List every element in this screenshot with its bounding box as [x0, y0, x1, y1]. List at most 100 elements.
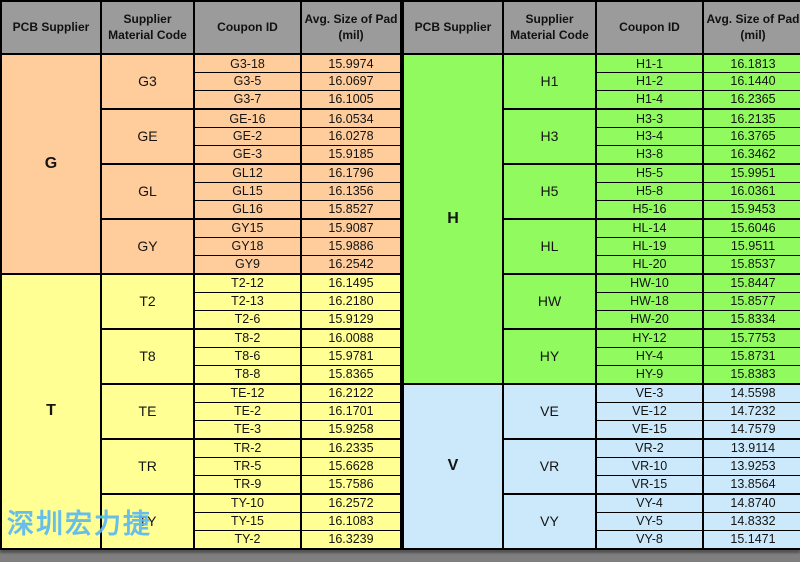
- material-code-cell-HY: HY: [502, 327, 597, 385]
- table-row: VR VR-2 13.9114: [403, 437, 800, 495]
- coupon-id-cell: VY-8: [595, 529, 704, 550]
- table-row: H H1 H1-1 16.1813: [402, 53, 800, 385]
- material-code-cell-T2: T2: [100, 272, 195, 330]
- pad-size-cell: 15.9886: [300, 236, 402, 256]
- coupon-id-cell: TY-15: [193, 511, 302, 531]
- table-row: V VE VE-3 14.5598: [402, 382, 800, 550]
- material-code-cell-GE: GE: [100, 107, 195, 165]
- coupon-id-cell: HY-4: [595, 346, 704, 366]
- coupon-id-cell: TR-2: [193, 437, 302, 458]
- coupon-id-cell: GE-16: [193, 108, 302, 129]
- pad-size-cell: 14.8740: [702, 492, 800, 513]
- coupon-id-cell: HL-19: [595, 236, 704, 256]
- supplier-cell-V: V: [402, 382, 504, 550]
- coupon-id-cell: H5-5: [595, 162, 704, 183]
- header-supplier-material-code: Supplier Material Code: [502, 0, 597, 55]
- table-row: TR TR-2 16.2335: [1, 437, 402, 495]
- pad-size-cell: 14.7232: [702, 401, 800, 421]
- coupon-id-cell: T8-8: [193, 364, 302, 385]
- supplier-table-left: PCB Supplier Supplier Material Code Coupon …: [0, 0, 402, 550]
- coupon-id-cell: GL15: [193, 182, 302, 201]
- coupon-id-cell: T2-13: [193, 291, 302, 311]
- coupon-id-cell: T8-2: [193, 327, 302, 348]
- material-code-cell-H5: H5: [502, 162, 597, 220]
- coupon-id-cell: TY-2: [193, 529, 302, 550]
- coupon-id-cell: GL12: [193, 162, 302, 183]
- coupon-id-cell: VR-15: [595, 474, 704, 495]
- table-row: GL GL12 16.1796: [1, 162, 402, 220]
- pad-size-cell: 15.8731: [702, 346, 800, 366]
- coupon-id-cell: H5-8: [595, 182, 704, 201]
- pad-size-cell: 15.8537: [702, 254, 800, 275]
- header-avg-size-of-pad: Avg. Size of Pad (mil): [702, 0, 800, 55]
- coupon-id-cell: HW-20: [595, 309, 704, 330]
- pad-size-cell: 16.1083: [300, 511, 402, 531]
- pad-size-cell: 14.8332: [702, 511, 800, 531]
- table-row: T T2 T2-12 16.1495: [0, 272, 402, 550]
- coupon-id-cell: VY-4: [595, 492, 704, 513]
- pad-size-cell: 16.1440: [702, 72, 800, 91]
- tables-wrapper: PCB Supplier Supplier Material Code Coupon …: [0, 0, 800, 550]
- pad-size-cell: 16.3765: [702, 127, 800, 146]
- pad-size-cell: 15.9453: [702, 199, 800, 220]
- table-row: T2-13 16.2180: [1, 291, 402, 311]
- table-row: G G3 G3-18 15.9974: [0, 53, 402, 275]
- header-supplier-material-code: Supplier Material Code: [100, 0, 195, 55]
- header-avg-size-of-pad: Avg. Size of Pad (mil): [300, 0, 402, 55]
- header-pcb-supplier: PCB Supplier: [0, 0, 102, 55]
- pad-size-cell: 13.9114: [702, 437, 800, 458]
- pad-size-cell: 15.8447: [702, 272, 800, 293]
- material-code-cell-GY: GY: [100, 217, 195, 275]
- header-coupon-id: Coupon ID: [595, 0, 704, 55]
- pad-size-cell: 14.7579: [702, 419, 800, 440]
- pad-size-cell: 13.8564: [702, 474, 800, 495]
- header-coupon-id: Coupon ID: [193, 0, 302, 55]
- pad-size-cell: 16.2180: [300, 291, 402, 311]
- table-row: GL16 15.8527: [1, 199, 402, 220]
- coupon-id-cell: VE-3: [595, 382, 704, 403]
- pad-size-cell: 16.1796: [300, 162, 402, 183]
- pad-size-cell: 16.2365: [702, 89, 800, 110]
- pad-size-cell: 15.7586: [300, 474, 402, 495]
- table-row: H5 H5-5 15.9951: [403, 162, 800, 220]
- pad-size-cell: 16.1005: [300, 89, 402, 110]
- material-code-cell-VE: VE: [502, 382, 597, 440]
- coupon-id-cell: VE-15: [595, 419, 704, 440]
- material-code-cell-TY: TY: [100, 492, 195, 550]
- coupon-id-cell: GL16: [193, 199, 302, 220]
- coupon-id-cell: HY-9: [595, 364, 704, 385]
- table-row: TY TY-10 16.2572: [1, 492, 402, 550]
- pad-size-cell: 15.9511: [702, 236, 800, 256]
- supplier-cell-H: H: [402, 53, 504, 385]
- pad-size-cell: 16.2335: [300, 437, 402, 458]
- pad-size-cell: 16.0697: [300, 72, 402, 91]
- material-code-cell-TR: TR: [100, 437, 195, 495]
- table-row: VY-5 14.8332: [403, 511, 800, 531]
- pad-size-cell: 16.1701: [300, 401, 402, 421]
- coupon-id-cell: TR-9: [193, 474, 302, 495]
- coupon-id-cell: TE-3: [193, 419, 302, 440]
- coupon-id-cell: TR-5: [193, 456, 302, 476]
- supplier-table-right: PCB Supplier Supplier Material Code Coupon …: [402, 0, 800, 550]
- pad-size-cell: 15.9974: [300, 53, 402, 74]
- coupon-id-cell: GY15: [193, 217, 302, 238]
- pad-size-cell: 15.9951: [702, 162, 800, 183]
- pad-size-cell: 16.1356: [300, 182, 402, 201]
- pad-size-cell: 15.8527: [300, 199, 402, 220]
- material-code-cell-H1: H1: [502, 53, 597, 110]
- pad-size-cell: 15.9087: [300, 217, 402, 238]
- table-row: VY VY-4 14.8740: [403, 492, 800, 550]
- coupon-id-cell: HL-14: [595, 217, 704, 238]
- coupon-id-cell: G3-5: [193, 72, 302, 91]
- coupon-id-cell: HL-20: [595, 254, 704, 275]
- pad-size-cell: 16.1813: [702, 53, 800, 74]
- coupon-id-cell: HW-18: [595, 291, 704, 311]
- coupon-id-cell: HY-12: [595, 327, 704, 348]
- supplier-cell-T: T: [0, 272, 102, 550]
- pad-size-cell: 15.9258: [300, 419, 402, 440]
- coupon-id-cell: T2-6: [193, 309, 302, 330]
- pad-size-cell: 15.8334: [702, 309, 800, 330]
- coupon-id-cell: T2-12: [193, 272, 302, 293]
- coupon-id-cell: G3-7: [193, 89, 302, 110]
